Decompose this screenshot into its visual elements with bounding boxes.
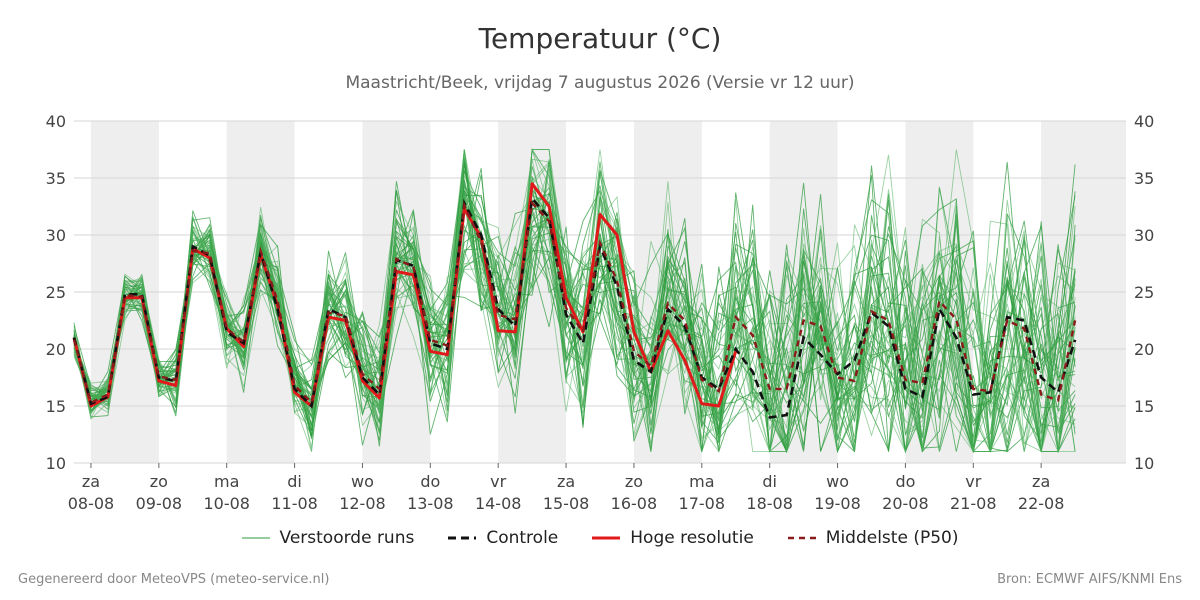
x-tick-date: 17-08 [679,494,726,513]
y-tick-label-right: 40 [1134,112,1154,131]
legend-label-hires: Hoge resolutie [630,528,754,548]
ensemble-run-48 [73,162,1076,452]
x-tick-date: 14-08 [475,494,522,513]
x-tick-day: vr [490,472,506,491]
x-tick-date: 20-08 [882,494,929,513]
x-tick-day: zo [625,472,643,491]
legend-item-control[interactable]: Controle [448,528,558,548]
ensemble-run-49 [73,149,1076,452]
x-tick-day: za [82,472,100,491]
y-axis: 10 10 15 15 20 20 25 25 30 30 35 35 40 40 [46,112,1155,473]
chart-subtitle: Maastricht/Beek, vrijdag 7 augustus 2026… [345,73,855,93]
legend-swatch-hires [592,536,621,540]
x-tick-day: ma [689,472,714,491]
ensemble-run-18 [73,196,1076,454]
legend-label-median: Middelste (P50) [825,528,959,548]
ensemble-run-46 [73,157,1076,454]
chart-title: Temperatuur (°C) [478,22,722,55]
x-tick-date: 21-08 [950,494,997,513]
ensemble-run-47 [73,154,1076,454]
y-tick-label-left: 25 [46,283,66,302]
x-tick-date: 19-08 [814,494,861,513]
y-tick-label-left: 20 [46,340,66,359]
x-tick-day: ma [214,472,239,491]
x-tick-date: 08-08 [68,494,115,513]
legend-item-hires[interactable]: Hoge resolutie [592,528,754,548]
x-tick-date: 15-08 [543,494,590,513]
x-tick-day: do [420,472,440,491]
x-tick-date: 16-08 [611,494,658,513]
chart-legend: Verstoorde runs Controle Hoge resolutie … [0,528,1200,548]
footer-source: Bron: ECMWF AIFS/KNMI Ens [997,572,1182,587]
x-tick-date: 12-08 [339,494,386,513]
legend-swatch-perturbed [241,537,270,539]
y-tick-label-right: 10 [1134,454,1154,473]
y-tick-label-left: 15 [46,397,66,416]
y-tick-label-right: 20 [1134,340,1154,359]
legend-item-perturbed[interactable]: Verstoorde runs [241,528,415,548]
y-tick-label-left: 10 [46,454,66,473]
x-tick-date: 22-08 [1018,494,1065,513]
footer-generator: Gegenereerd door MeteoVPS (meteo-service… [18,572,330,587]
legend-label-perturbed: Verstoorde runs [279,528,415,548]
y-tick-label-right: 25 [1134,283,1154,302]
x-tick-day: wo [351,472,374,491]
y-tick-label-left: 35 [46,169,66,188]
x-tick-day: do [895,472,915,491]
legend-item-median[interactable]: Middelste (P50) [787,528,959,548]
ensemble-run-36 [73,195,1076,454]
y-tick-label-right: 15 [1134,397,1154,416]
y-tick-label-left: 30 [46,226,66,245]
x-tick-date: 09-08 [136,494,183,513]
x-tick-day: wo [826,472,849,491]
x-tick-day: za [1032,472,1050,491]
y-tick-label-left: 40 [46,112,66,131]
y-tick-label-right: 35 [1134,169,1154,188]
series-line-middelste [72,200,1077,406]
legend-swatch-median [787,536,816,540]
x-tick-date: 11-08 [271,494,318,513]
x-tick-day: zo [150,472,168,491]
legend-swatch-control [448,536,477,540]
x-tick-date: 13-08 [407,494,454,513]
y-tick-label-right: 30 [1134,226,1154,245]
ensemble-run-43 [73,149,1076,452]
x-tick-day: di [287,472,302,491]
x-tick-date: 18-08 [746,494,793,513]
x-tick-day: di [762,472,777,491]
x-tick-day: za [557,472,575,491]
x-tick-date: 10-08 [203,494,250,513]
x-tick-day: vr [965,472,981,491]
main-lines [72,182,1077,419]
x-axis: za 08-08 zo 09-08 ma 10-08 di 11-08 wo 12-08 do 13-… [68,463,1065,513]
legend-label-control: Controle [486,528,559,548]
